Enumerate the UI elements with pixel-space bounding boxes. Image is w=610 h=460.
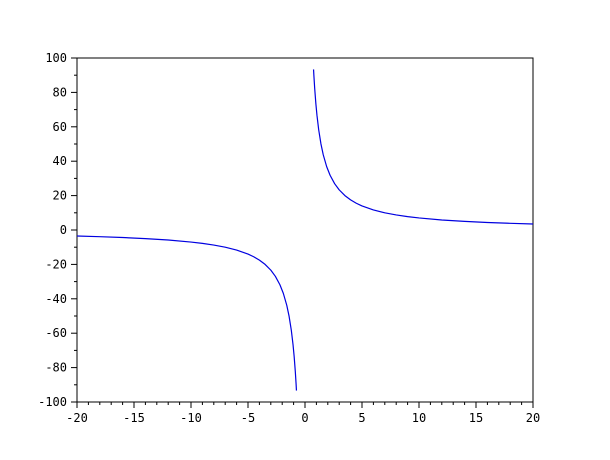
x-tick-label: -5 [241,411,255,425]
x-tick-label: -10 [180,411,202,425]
y-tick-label: 0 [60,223,67,237]
y-tick-label: -20 [45,257,67,271]
curve-series [76,69,534,391]
x-axis-ticks [76,402,534,408]
x-tick-label: 0 [301,411,308,425]
x-tick-label: 10 [412,411,426,425]
y-tick-label: -80 [45,361,67,375]
curve-branch-negative [76,235,298,391]
y-axis-tick-labels: -100 -80 -60 -40 -20 0 20 40 60 80 100 [38,51,67,409]
y-tick-label: 20 [53,189,67,203]
y-axis-ticks [71,57,77,403]
x-tick-label: -20 [66,411,88,425]
curve-branch-positive [312,69,534,225]
y-tick-label: 80 [53,85,67,99]
plot-area-border [76,57,534,403]
x-tick-label: 5 [358,411,365,425]
y-tick-label: 100 [45,51,67,65]
x-axis-tick-labels: -20 -15 -10 -5 0 5 10 15 20 [66,411,540,425]
y-tick-label: -60 [45,326,67,340]
y-tick-label: -100 [38,395,67,409]
y-tick-label: -40 [45,292,67,306]
y-tick-label: 40 [53,154,67,168]
x-tick-label: 20 [526,411,540,425]
y-tick-label: 60 [53,120,67,134]
x-tick-label: -15 [123,411,145,425]
x-tick-label: 15 [469,411,483,425]
